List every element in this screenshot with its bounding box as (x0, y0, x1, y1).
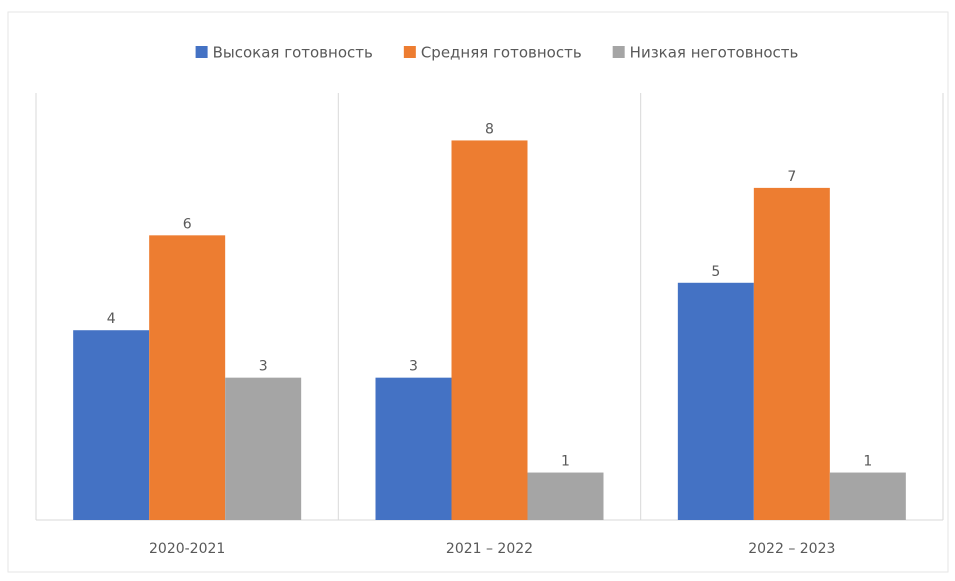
bar (677, 282, 754, 520)
data-label: 6 (183, 216, 192, 232)
legend-label: Средняя готовность (421, 44, 582, 62)
data-label: 3 (259, 359, 268, 375)
data-label: 1 (863, 454, 872, 470)
bar (149, 235, 226, 521)
x-tick-label: 2022 – 2023 (748, 541, 835, 557)
data-label: 4 (107, 311, 116, 327)
data-label: 5 (711, 264, 720, 280)
bar (225, 377, 302, 520)
x-tick-label: 2021 – 2022 (446, 541, 533, 557)
legend-swatch (612, 46, 625, 58)
bar (527, 472, 604, 520)
x-tick-label: 2020-2021 (149, 541, 225, 557)
bar (73, 330, 150, 520)
bar (375, 377, 452, 520)
legend-swatch (403, 46, 416, 58)
data-label: 7 (787, 169, 796, 185)
data-label: 8 (485, 121, 494, 137)
legend-swatch (195, 46, 208, 58)
bar (451, 140, 528, 520)
data-label: 1 (561, 454, 570, 470)
bar (829, 472, 906, 520)
bar (753, 187, 830, 520)
legend-label: Низкая неготовность (630, 44, 799, 62)
data-label: 3 (409, 359, 418, 375)
legend-label: Высокая готовность (213, 44, 373, 62)
